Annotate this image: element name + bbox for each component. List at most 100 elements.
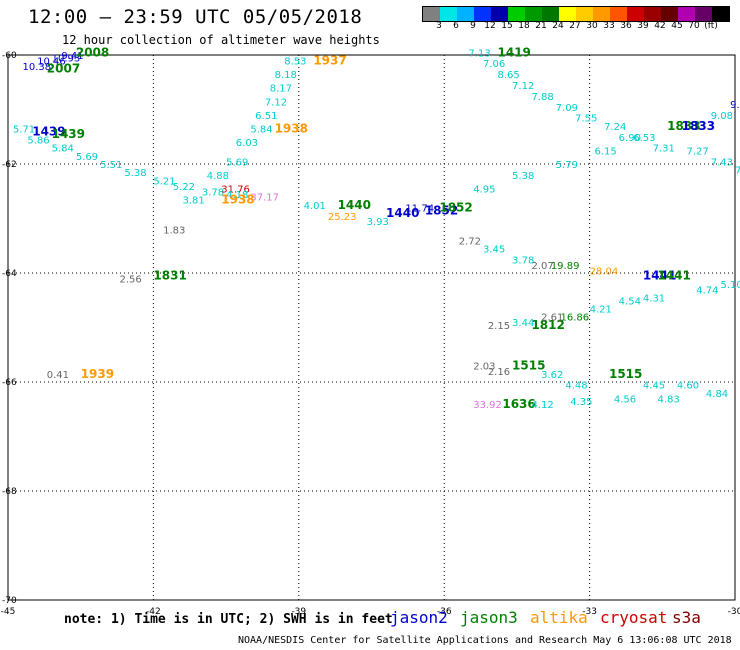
wave-height-label: 4.84 bbox=[706, 389, 728, 400]
satellite-legend-s3a: s3a bbox=[672, 608, 701, 627]
chart-title: 12:00 – 23:59 UTC 05/05/2018 bbox=[28, 6, 363, 28]
wave-height-label: 3.81 bbox=[182, 195, 204, 206]
wave-height-label: 4.56 bbox=[614, 394, 636, 405]
time-label: 1812 bbox=[531, 318, 564, 332]
x-tick-label: -42 bbox=[146, 607, 161, 617]
color-swatch-9 bbox=[576, 7, 593, 21]
color-scale-label: 36 bbox=[620, 21, 632, 31]
color-swatch-12 bbox=[627, 7, 644, 21]
wave-height-label: 6.03 bbox=[236, 138, 258, 149]
color-swatch-15 bbox=[678, 7, 695, 21]
wave-height-label: 4.74 bbox=[696, 285, 718, 296]
wave-height-label: 5.84 bbox=[250, 125, 272, 136]
satellite-legend-jason2: jason2 bbox=[390, 608, 448, 627]
y-tick-label: -66 bbox=[2, 378, 17, 388]
y-tick-label: -64 bbox=[2, 269, 17, 279]
time-label: 1938 bbox=[275, 122, 308, 136]
wave-height-label: 4.12 bbox=[531, 400, 553, 411]
wave-height-label: 7.08 bbox=[735, 165, 740, 176]
wave-height-label: 8.65 bbox=[498, 70, 520, 81]
time-label: 1439 bbox=[32, 124, 65, 138]
satellite-legend-jason3: jason3 bbox=[460, 608, 518, 627]
wave-height-label: 6.90 bbox=[619, 133, 641, 144]
color-scale-label: 12 bbox=[484, 21, 496, 31]
wave-height-label: 5.10 bbox=[720, 280, 740, 291]
wave-height-label: 7.06 bbox=[483, 59, 505, 70]
wave-height-label: 2.16 bbox=[488, 367, 510, 378]
color-scale-label: 45 bbox=[671, 21, 683, 31]
wave-height-label: 5.84 bbox=[52, 144, 74, 155]
wave-height-label: 3.78 bbox=[202, 187, 224, 198]
color-scale-label: 39 bbox=[637, 21, 649, 31]
time-label: 2007 bbox=[47, 62, 80, 76]
color-swatch-16 bbox=[695, 7, 712, 21]
color-swatch-2 bbox=[457, 7, 474, 21]
color-swatch-11 bbox=[610, 7, 627, 21]
y-tick-label: -68 bbox=[2, 487, 17, 497]
x-tick-label: -36 bbox=[437, 607, 452, 617]
color-scale-label: 6 bbox=[453, 21, 459, 31]
wave-height-label: 4.48 bbox=[565, 381, 587, 392]
wave-height-label: 9.08 bbox=[711, 111, 733, 122]
wave-height-label: 2.56 bbox=[119, 274, 141, 285]
wave-height-label: 4.31 bbox=[643, 294, 665, 305]
grid-lines bbox=[8, 55, 735, 600]
wave-height-label: 7.09 bbox=[556, 103, 578, 114]
wave-height-label: 3.78 bbox=[512, 255, 534, 266]
color-scale-label: 70 bbox=[688, 21, 700, 31]
x-tick-label: -30 bbox=[728, 607, 740, 617]
x-tick-label: -45 bbox=[1, 607, 16, 617]
wave-height-label: 5.38 bbox=[124, 168, 146, 179]
time-label: 1833 bbox=[667, 119, 700, 133]
wave-height-label: 3.44 bbox=[512, 318, 534, 329]
color-swatch-13 bbox=[644, 7, 661, 21]
wave-height-label: 1.83 bbox=[163, 225, 185, 236]
time-label: 1833 bbox=[682, 119, 715, 133]
color-scale-label: 9 bbox=[470, 21, 476, 31]
wave-height-label: 7.88 bbox=[531, 92, 553, 103]
wave-height-label: 7.43 bbox=[711, 157, 733, 168]
time-label: 1937 bbox=[313, 53, 346, 67]
wave-height-label: 4.35 bbox=[570, 397, 592, 408]
color-swatch-5 bbox=[508, 7, 525, 21]
time-label: 1439 bbox=[52, 127, 85, 141]
footnote: note: 1) Time is in UTC; 2) SWH is in fe… bbox=[64, 612, 393, 627]
color-scale-label: 30 bbox=[586, 21, 598, 31]
color-scale-bar bbox=[422, 6, 730, 22]
wave-height-label: 33.92 bbox=[473, 400, 502, 411]
wave-height-label: 4.18 bbox=[226, 190, 248, 201]
wave-height-label: 4.54 bbox=[619, 296, 641, 307]
time-label: 1419 bbox=[498, 45, 531, 59]
time-label: 1636 bbox=[502, 397, 535, 411]
time-label: 1852 bbox=[425, 203, 458, 217]
color-swatch-0 bbox=[423, 7, 440, 21]
wave-height-label: 2.07 bbox=[531, 261, 553, 272]
satellite-legend-altika: altika bbox=[530, 608, 588, 627]
wave-height-label: 4.88 bbox=[207, 171, 229, 182]
x-tick-label: -39 bbox=[291, 607, 306, 617]
wave-height-label: 28.04 bbox=[590, 266, 619, 277]
wave-height-label: 8.17 bbox=[270, 84, 292, 95]
wave-height-label: 7.12 bbox=[512, 81, 534, 92]
plot-frame bbox=[7, 54, 736, 601]
wave-height-label: 4.95 bbox=[473, 185, 495, 196]
time-label: 1939 bbox=[81, 367, 114, 381]
wave-height-label: 16.86 bbox=[561, 313, 590, 324]
x-tick-label: -33 bbox=[582, 607, 597, 617]
time-label: 1852 bbox=[439, 201, 472, 215]
time-label: 1441 bbox=[657, 269, 690, 283]
wave-height-label: 8.18 bbox=[275, 70, 297, 81]
color-scale-label: 21 bbox=[535, 21, 547, 31]
wave-height-label: 6.15 bbox=[594, 146, 616, 157]
time-label: 1515 bbox=[512, 359, 545, 373]
y-tick-label: -60 bbox=[2, 51, 17, 61]
y-tick-label: -70 bbox=[2, 596, 17, 606]
time-label: 2008 bbox=[76, 45, 109, 59]
color-swatch-8 bbox=[559, 7, 576, 21]
wave-height-label: 2.61 bbox=[541, 313, 563, 324]
color-scale-labels: 3 6 9 12 15 18 21 24 27 30 33 36 39 42 45 70 (ft) bbox=[422, 21, 732, 33]
time-label: 1831 bbox=[153, 269, 186, 283]
wave-height-label: 5.22 bbox=[173, 182, 195, 193]
color-swatch-10 bbox=[593, 7, 610, 21]
data-labels: 10.3810.4610.939.41200820075.71143914395… bbox=[13, 45, 740, 411]
